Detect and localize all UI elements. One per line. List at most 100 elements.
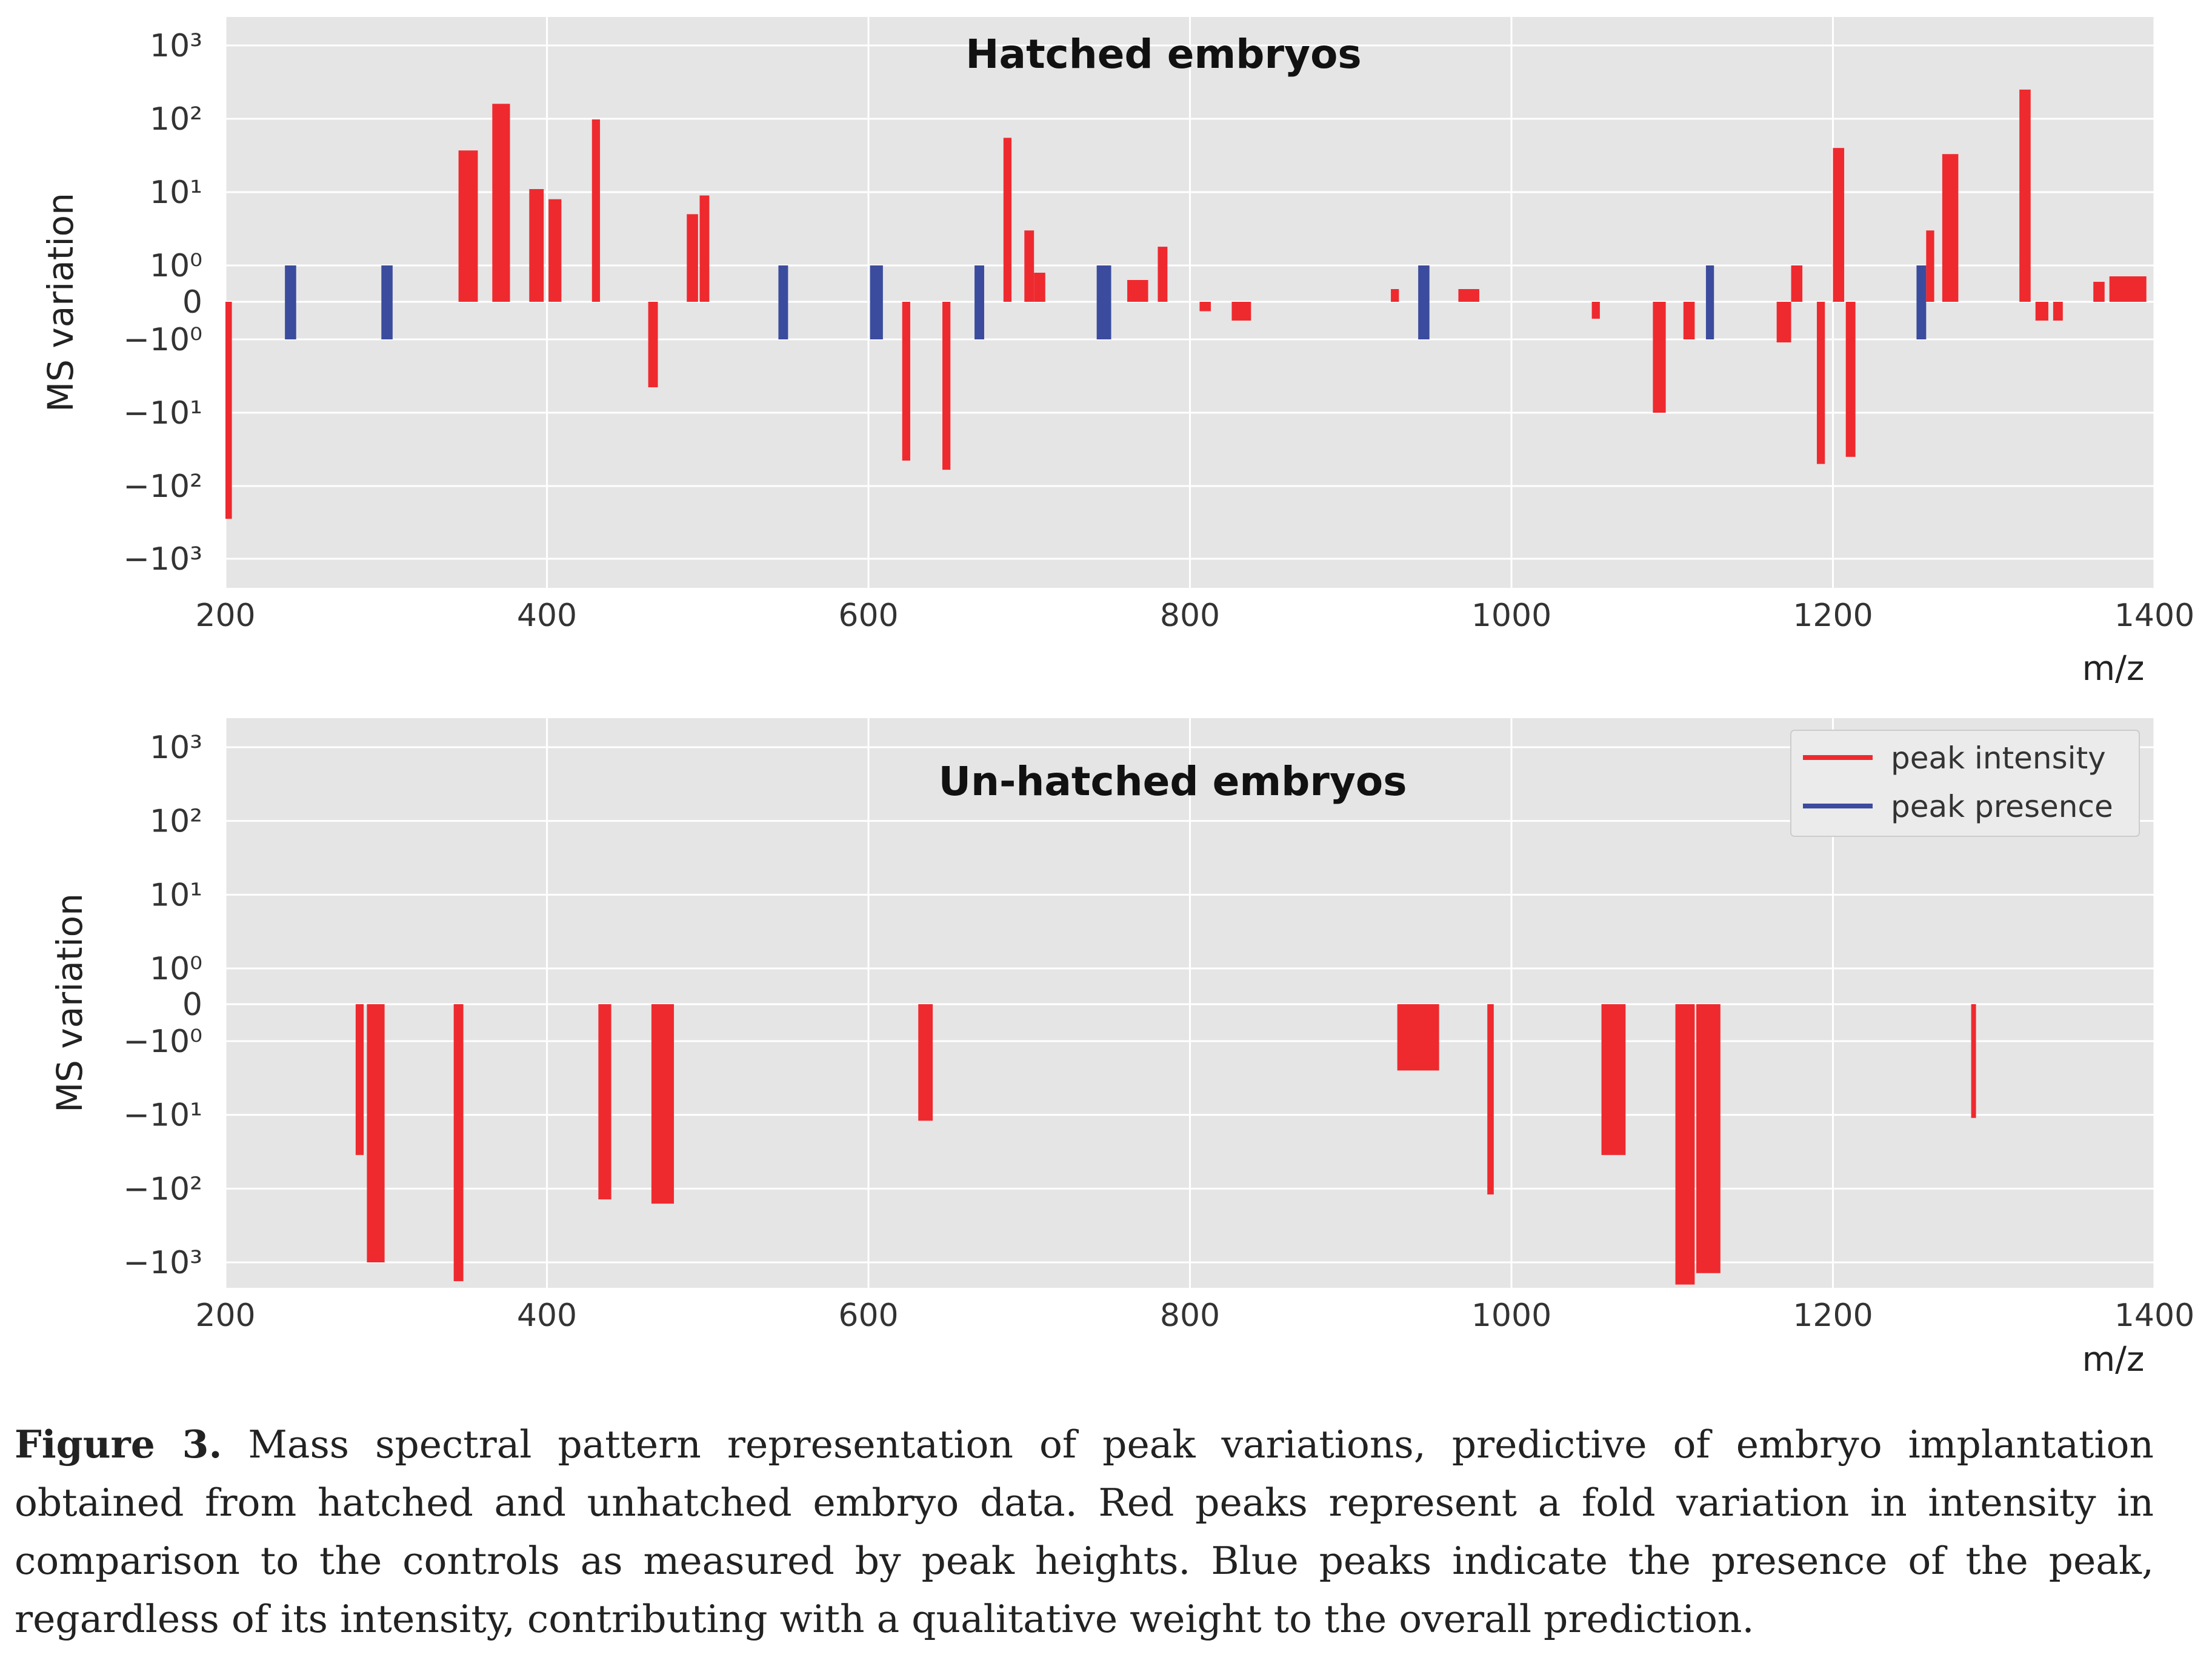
legend-label: peak presence <box>1891 789 2113 824</box>
peak-presence-bar <box>381 265 393 302</box>
y-tick-label: 10³ <box>150 730 202 766</box>
x-tick-label: 1200 <box>1793 1298 1873 1334</box>
peak-presence-bar <box>1096 265 1111 302</box>
x-tick-label: 1000 <box>1471 1298 1551 1334</box>
x-tick-label: 1400 <box>2114 1298 2194 1334</box>
peak-intensity-bar <box>2053 302 2063 321</box>
figure-caption: Figure 3. Mass spectral pattern represen… <box>15 1415 2154 1648</box>
peak-intensity-bar <box>1397 1004 1439 1071</box>
x-tick-label: 400 <box>517 1298 577 1334</box>
y-axis-label: MS variation <box>40 193 81 412</box>
x-tick-label: 800 <box>1160 598 1220 634</box>
peak-intensity-bar <box>453 1004 464 1282</box>
peak-intensity-bar <box>648 302 658 388</box>
peak-intensity-bar <box>699 195 710 302</box>
x-tick-label: 800 <box>1160 1298 1220 1334</box>
y-tick-label: −10⁰ <box>123 322 202 358</box>
peak-intensity-bar <box>687 214 698 302</box>
peak-intensity-bar <box>367 1004 385 1262</box>
peak-presence-bar <box>974 302 984 339</box>
peak-intensity-bar <box>1845 302 1856 457</box>
peak-presence-bar <box>285 302 296 339</box>
legend-label: peak intensity <box>1891 741 2106 776</box>
y-tick-label: 10² <box>150 101 202 138</box>
y-tick-label: 10¹ <box>150 877 202 913</box>
peak-intensity-bar <box>1127 280 1148 302</box>
peak-presence-bar <box>974 265 984 302</box>
peak-intensity-bar <box>598 1004 611 1200</box>
peak-intensity-bar <box>1487 1004 1494 1194</box>
legend-box <box>1790 730 2140 837</box>
x-tick-label: 1000 <box>1471 598 1551 634</box>
y-tick-label: 10³ <box>150 28 202 64</box>
caption-label: Figure 3. <box>15 1422 222 1467</box>
peak-intensity-bar <box>1683 302 1695 339</box>
y-axis-label: MS variation <box>49 893 90 1113</box>
peak-intensity-bar <box>1926 230 1934 302</box>
peak-intensity-bar <box>1158 247 1168 302</box>
peak-presence-bar <box>870 302 883 339</box>
y-tick-label: −10² <box>123 1171 202 1207</box>
x-tick-label: 600 <box>838 598 898 634</box>
peak-intensity-bar <box>355 1004 364 1155</box>
peak-intensity-bar <box>1675 1004 1695 1285</box>
peak-intensity-bar <box>651 1004 675 1204</box>
peak-intensity-bar <box>1391 289 1399 302</box>
y-tick-label: 0 <box>182 987 202 1023</box>
unhatched-embryos-chart: 10³ 10² 10¹ 10⁰0−10⁰ −10¹ −10² −10³ 200 400 600 80… <box>49 718 2194 1379</box>
legend: peak intensity peak presence <box>1790 730 2140 837</box>
peak-intensity-bar <box>529 188 544 302</box>
y-tick-label: −10⁰ <box>123 1024 202 1060</box>
x-tick-label: 400 <box>517 598 577 634</box>
peak-intensity-bar <box>1942 154 1959 302</box>
peak-intensity-bar <box>1791 265 1803 302</box>
peak-intensity-bar <box>591 119 601 302</box>
peak-intensity-bar <box>2035 302 2048 321</box>
peak-intensity-bar <box>1971 1004 1976 1118</box>
chart-title: Un-hatched embryos <box>938 758 1407 805</box>
peak-presence-bar <box>778 265 788 302</box>
peak-presence-bar <box>1916 265 1927 302</box>
peak-intensity-bar <box>2019 89 2031 302</box>
peak-intensity-bar <box>2093 282 2105 302</box>
y-tick-label: 0 <box>182 284 202 321</box>
peak-intensity-bar <box>1003 138 1012 302</box>
peak-presence-bar <box>285 265 296 302</box>
y-tick-label: −10¹ <box>123 395 202 431</box>
caption-text: Mass spectral pattern representation of … <box>15 1422 2154 1641</box>
peak-intensity-bar <box>1231 302 1251 321</box>
x-tick-label: 200 <box>195 1298 255 1334</box>
peak-intensity-bar <box>1591 302 1600 319</box>
y-tick-label: 10⁰ <box>150 248 202 284</box>
peak-intensity-bar <box>225 302 232 519</box>
peak-intensity-bar <box>1816 302 1825 464</box>
peak-intensity-bar <box>942 302 951 470</box>
y-tick-label: 10¹ <box>150 175 202 211</box>
peak-intensity-bar <box>1024 230 1034 302</box>
peak-intensity-bar <box>2109 276 2147 302</box>
peak-intensity-bar <box>458 150 478 302</box>
x-axis-label: m/z <box>2082 649 2145 688</box>
peak-intensity-bar <box>492 104 510 302</box>
x-axis-label: m/z <box>2082 1340 2145 1379</box>
x-tick-label: 1200 <box>1793 598 1873 634</box>
x-tick-label: 200 <box>195 598 255 634</box>
peak-intensity-bar <box>548 199 562 302</box>
y-tick-label: −10² <box>123 468 202 505</box>
peak-presence-bar <box>1916 302 1927 339</box>
peak-presence-bar <box>1705 265 1714 302</box>
peak-presence-bar <box>778 302 788 339</box>
peak-intensity-bar <box>1034 273 1045 302</box>
peak-intensity-bar <box>1653 302 1666 413</box>
chart-title: Hatched embryos <box>965 31 1361 78</box>
peak-presence-bar <box>1418 265 1430 302</box>
y-tick-label: 10⁰ <box>150 951 202 987</box>
peak-presence-bar <box>381 302 393 339</box>
peak-presence-bar <box>1418 302 1430 339</box>
peak-intensity-bar <box>1199 302 1211 311</box>
peak-presence-bar <box>870 265 883 302</box>
peak-intensity-bar <box>1601 1004 1626 1155</box>
peak-intensity-bar <box>1696 1004 1721 1273</box>
y-tick-label: −10³ <box>123 541 202 578</box>
